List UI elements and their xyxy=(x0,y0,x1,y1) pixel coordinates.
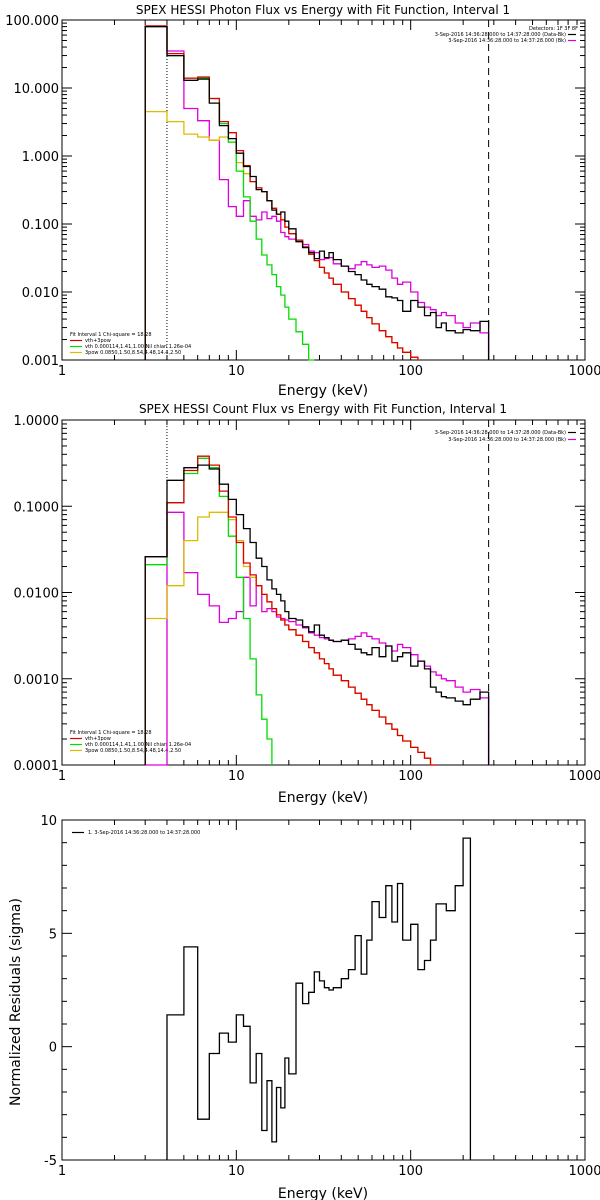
count-series-3 xyxy=(144,457,273,765)
photon-legend-bk: 3-Sep-2016 14:36:28.000 to 14:37:28.000 … xyxy=(448,38,566,44)
residual-y-tick-label: 0 xyxy=(49,1041,57,1056)
photon-x-tick-label: 10 xyxy=(228,364,245,379)
residual-y-tick-label: -5 xyxy=(44,1154,57,1169)
photon-fit-legend-total: vth+3pow xyxy=(85,338,111,344)
count-x-tick-label: 1000 xyxy=(568,769,600,784)
photon-fit-header: Fit Interval 1 Chi-square = 18.28 xyxy=(70,332,152,338)
count-x-tick-label: 100 xyxy=(398,769,423,784)
photon-x-tick-label: 1000 xyxy=(568,364,600,379)
residuals-legend-label: 1. 3-Sep-2016 14:36:28.000 to 14:37:28.0… xyxy=(88,830,200,836)
photon-y-tick-label: 10.000 xyxy=(14,82,60,97)
residuals-xlabel: Energy (keV) xyxy=(278,1186,368,1200)
photon-flux-panel: SPEX HESSI Photon Flux vs Energy with Fi… xyxy=(5,3,600,399)
residual-x-tick-label: 1 xyxy=(58,1164,66,1179)
count-series-0 xyxy=(144,464,490,765)
photon-plot-frame xyxy=(61,19,586,361)
count-legend-data-bk: 3-Sep-2016 14:36:28.000 to 14:37:28.000 … xyxy=(435,430,566,436)
count-legend-bk: 3-Sep-2016 14:36:28.000 to 14:37:28.000 … xyxy=(448,437,566,443)
count-fit-legend-3pow: 3pow 0.0850,1.50,8.54,4.48,14.4,2.50 xyxy=(85,748,181,754)
count-flux-xlabel: Energy (keV) xyxy=(278,790,368,806)
residual-x-tick-label: 100 xyxy=(398,1164,423,1179)
count-x-tick-label: 10 xyxy=(228,769,245,784)
photon-series-1 xyxy=(144,25,490,360)
photon-y-tick-label: 100.000 xyxy=(5,14,59,29)
photon-fit-legend-3pow: 3pow 0.0850,1.50,8.54,4.48,14.4,2.50 xyxy=(85,350,181,356)
photon-flux-title: SPEX HESSI Photon Flux vs Energy with Fi… xyxy=(136,3,510,17)
photon-legend-data-bk: 3-Sep-2016 14:36:28.000 to 14:37:28.000 … xyxy=(435,32,566,38)
photon-series-4 xyxy=(144,110,419,360)
count-flux-title: SPEX HESSI Count Flux vs Energy with Fit… xyxy=(139,402,507,416)
photon-detectors-label: Detectors: 1F 3F 8F xyxy=(529,26,578,32)
count-y-tick-label: 1.0000 xyxy=(14,414,60,429)
count-y-tick-label: 0.1000 xyxy=(14,500,60,515)
count-fit-legend-total: vth+3pow xyxy=(85,736,111,742)
residuals-ylabel: Normalized Residuals (sigma) xyxy=(8,898,24,1106)
count-fit-header: Fit Interval 1 Chi-square = 18.28 xyxy=(70,730,152,736)
count-y-tick-label: 0.0010 xyxy=(14,673,60,688)
residuals-panel: Energy (keV) Normalized Residuals (sigma… xyxy=(8,814,600,1200)
count-y-tick-label: 0.0001 xyxy=(14,759,60,774)
residual-y-tick-label: 10 xyxy=(40,814,57,829)
photon-series-0 xyxy=(144,25,490,360)
photon-fit-legend-vth: vth 0.000114,1.41,1.00 Nil chian 1.26e-0… xyxy=(85,344,191,350)
photon-x-tick-label: 100 xyxy=(398,364,423,379)
count-y-tick-label: 0.0100 xyxy=(14,587,60,602)
photon-series-3 xyxy=(144,25,315,361)
count-x-tick-label: 1 xyxy=(58,769,66,784)
photon-flux-xlabel: Energy (keV) xyxy=(278,383,368,399)
photon-y-tick-label: 0.001 xyxy=(22,354,59,369)
count-fit-legend-vth: vth 0.000114,1.41,1.00 Nil chian 1.26e-0… xyxy=(85,742,191,748)
photon-y-tick-label: 0.100 xyxy=(22,218,59,233)
residual-x-tick-label: 10 xyxy=(228,1164,245,1179)
photon-y-tick-label: 1.000 xyxy=(22,150,59,165)
photon-x-tick-label: 1 xyxy=(58,364,66,379)
residual-y-tick-label: 5 xyxy=(49,927,57,942)
residual-x-tick-label: 1000 xyxy=(568,1164,600,1179)
residual-plot-frame xyxy=(61,819,586,1161)
residual-series-0 xyxy=(166,837,472,1160)
count-plot-frame xyxy=(61,419,586,766)
count-series-1 xyxy=(145,511,490,766)
photon-y-tick-label: 0.010 xyxy=(22,286,59,301)
photon-series-2 xyxy=(144,25,419,360)
count-flux-panel: SPEX HESSI Count Flux vs Energy with Fit… xyxy=(14,402,600,806)
count-series-2 xyxy=(144,455,437,766)
